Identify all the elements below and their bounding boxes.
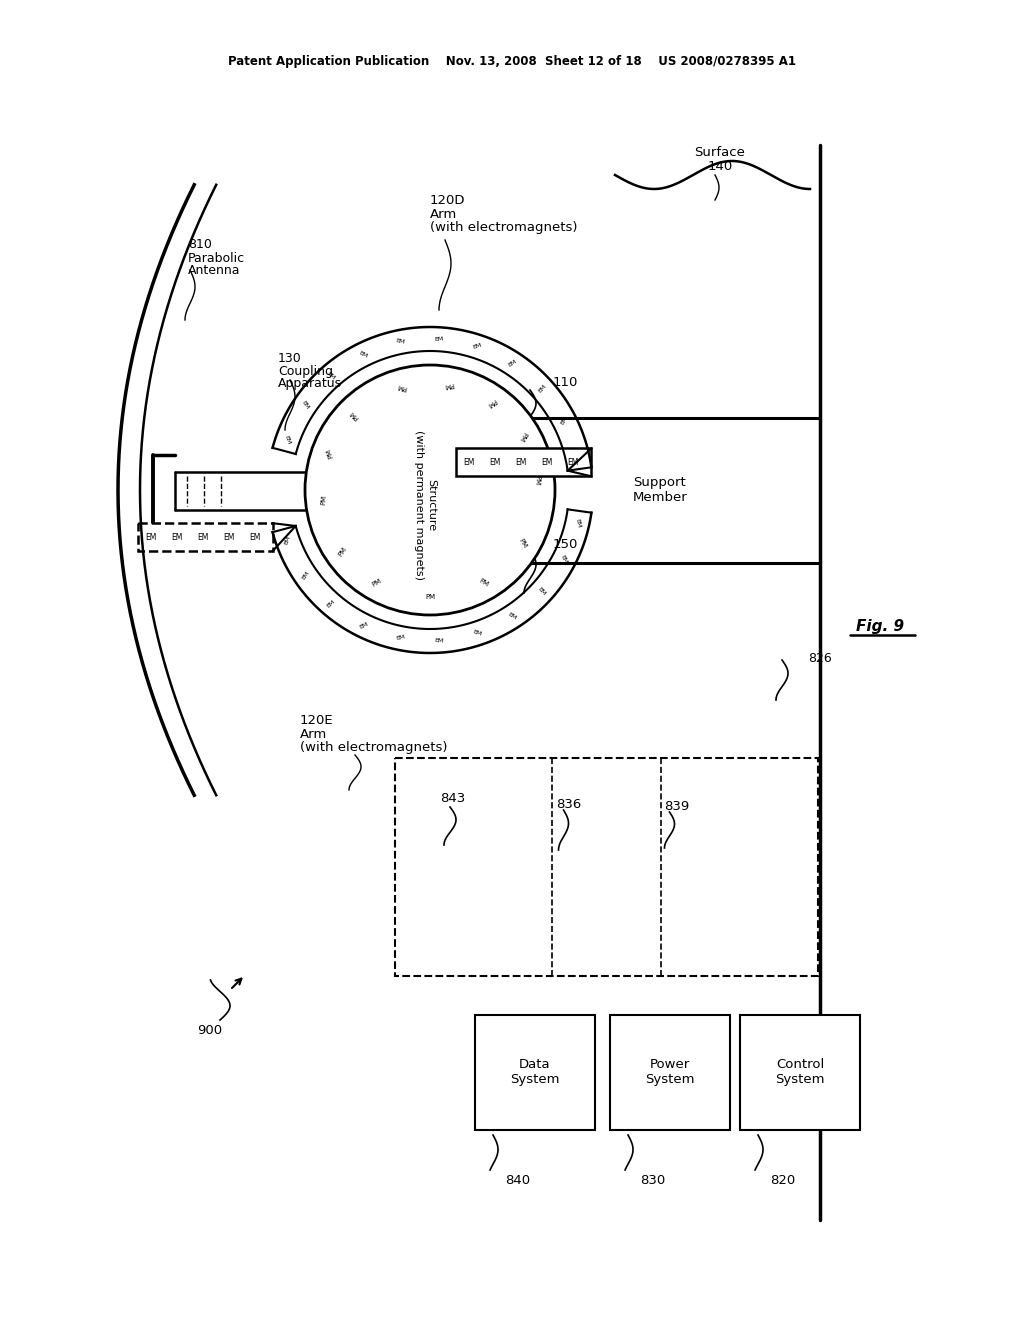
Bar bbox=[475, 1015, 595, 1130]
Text: EM: EM bbox=[464, 458, 475, 467]
Text: EM: EM bbox=[472, 343, 482, 350]
Text: 826: 826 bbox=[808, 652, 831, 664]
Text: EM: EM bbox=[489, 458, 501, 467]
Bar bbox=[610, 1015, 730, 1130]
Text: Structure
(with permanent magnets): Structure (with permanent magnets) bbox=[414, 430, 436, 579]
Text: EM: EM bbox=[395, 635, 406, 642]
Text: PM: PM bbox=[396, 383, 408, 391]
Text: EM: EM bbox=[472, 630, 482, 638]
Text: Data
System: Data System bbox=[510, 1059, 560, 1086]
Text: 140: 140 bbox=[708, 160, 732, 173]
Text: EM: EM bbox=[326, 599, 336, 609]
Text: 120E: 120E bbox=[300, 714, 334, 726]
Text: EM: EM bbox=[223, 533, 234, 541]
Text: 150: 150 bbox=[553, 539, 579, 552]
Text: 900: 900 bbox=[197, 1023, 222, 1036]
Text: EM: EM bbox=[567, 458, 580, 467]
Text: 840: 840 bbox=[505, 1173, 530, 1187]
Text: 836: 836 bbox=[556, 799, 582, 812]
Circle shape bbox=[305, 366, 555, 615]
Text: EM: EM bbox=[249, 533, 260, 541]
Text: PM: PM bbox=[425, 594, 435, 601]
Text: EM: EM bbox=[358, 350, 369, 359]
Text: EM: EM bbox=[301, 400, 310, 411]
Text: 843: 843 bbox=[440, 792, 465, 804]
Bar bbox=[457, 449, 592, 477]
Text: EM: EM bbox=[537, 384, 547, 393]
Text: EM: EM bbox=[560, 554, 568, 565]
Text: EM: EM bbox=[395, 338, 406, 346]
Text: EM: EM bbox=[507, 612, 517, 622]
Text: EM: EM bbox=[516, 458, 527, 467]
Text: Arm: Arm bbox=[430, 207, 458, 220]
Text: 839: 839 bbox=[665, 800, 690, 813]
Text: PM: PM bbox=[371, 578, 382, 587]
Text: Antenna: Antenna bbox=[188, 264, 241, 277]
Text: EM: EM bbox=[542, 458, 553, 467]
Text: Support
Member: Support Member bbox=[633, 477, 687, 504]
Text: Arm: Arm bbox=[300, 727, 328, 741]
Text: EM: EM bbox=[284, 536, 292, 545]
Text: Fig. 9: Fig. 9 bbox=[856, 619, 904, 635]
Text: 820: 820 bbox=[770, 1173, 796, 1187]
Text: PM: PM bbox=[443, 380, 454, 388]
Text: Control
System: Control System bbox=[775, 1059, 824, 1086]
Text: 110: 110 bbox=[553, 375, 579, 388]
Text: EM: EM bbox=[301, 570, 310, 581]
Text: EM: EM bbox=[560, 416, 568, 426]
Text: (with electromagnets): (with electromagnets) bbox=[300, 742, 447, 755]
Text: 130: 130 bbox=[278, 351, 302, 364]
Text: EM: EM bbox=[507, 359, 517, 368]
Text: PM: PM bbox=[348, 409, 360, 420]
Text: PM: PM bbox=[319, 494, 327, 504]
Text: Parabolic: Parabolic bbox=[188, 252, 245, 264]
Text: EM: EM bbox=[573, 451, 581, 462]
Text: EM: EM bbox=[358, 622, 369, 630]
Bar bbox=[137, 523, 272, 552]
Text: 120D: 120D bbox=[430, 194, 466, 206]
Text: PM: PM bbox=[485, 397, 498, 408]
Bar bbox=[740, 1015, 860, 1130]
Text: Apparatus: Apparatus bbox=[278, 378, 342, 391]
Text: PM: PM bbox=[477, 578, 489, 587]
Text: PM: PM bbox=[534, 475, 540, 486]
Text: EM: EM bbox=[537, 586, 547, 597]
Text: Power
System: Power System bbox=[645, 1059, 694, 1086]
Text: Patent Application Publication    Nov. 13, 2008  Sheet 12 of 18    US 2008/02783: Patent Application Publication Nov. 13, … bbox=[228, 55, 796, 69]
Text: PM: PM bbox=[517, 430, 527, 442]
Text: EM: EM bbox=[144, 533, 157, 541]
Text: EM: EM bbox=[434, 337, 444, 342]
Text: PM: PM bbox=[325, 447, 334, 459]
Text: (with electromagnets): (with electromagnets) bbox=[430, 222, 578, 235]
Bar bbox=[395, 758, 818, 975]
Text: PM: PM bbox=[517, 537, 527, 549]
Text: EM: EM bbox=[434, 638, 444, 643]
Text: EM: EM bbox=[171, 533, 182, 541]
Text: Surface: Surface bbox=[694, 147, 745, 160]
Text: EM: EM bbox=[284, 434, 292, 445]
Text: 810: 810 bbox=[188, 239, 212, 252]
Text: Coupling: Coupling bbox=[278, 364, 333, 378]
Text: PM: PM bbox=[337, 545, 348, 557]
Text: EM: EM bbox=[197, 533, 208, 541]
Text: 830: 830 bbox=[640, 1173, 666, 1187]
Text: EM: EM bbox=[326, 371, 336, 380]
Text: EM: EM bbox=[573, 517, 581, 528]
